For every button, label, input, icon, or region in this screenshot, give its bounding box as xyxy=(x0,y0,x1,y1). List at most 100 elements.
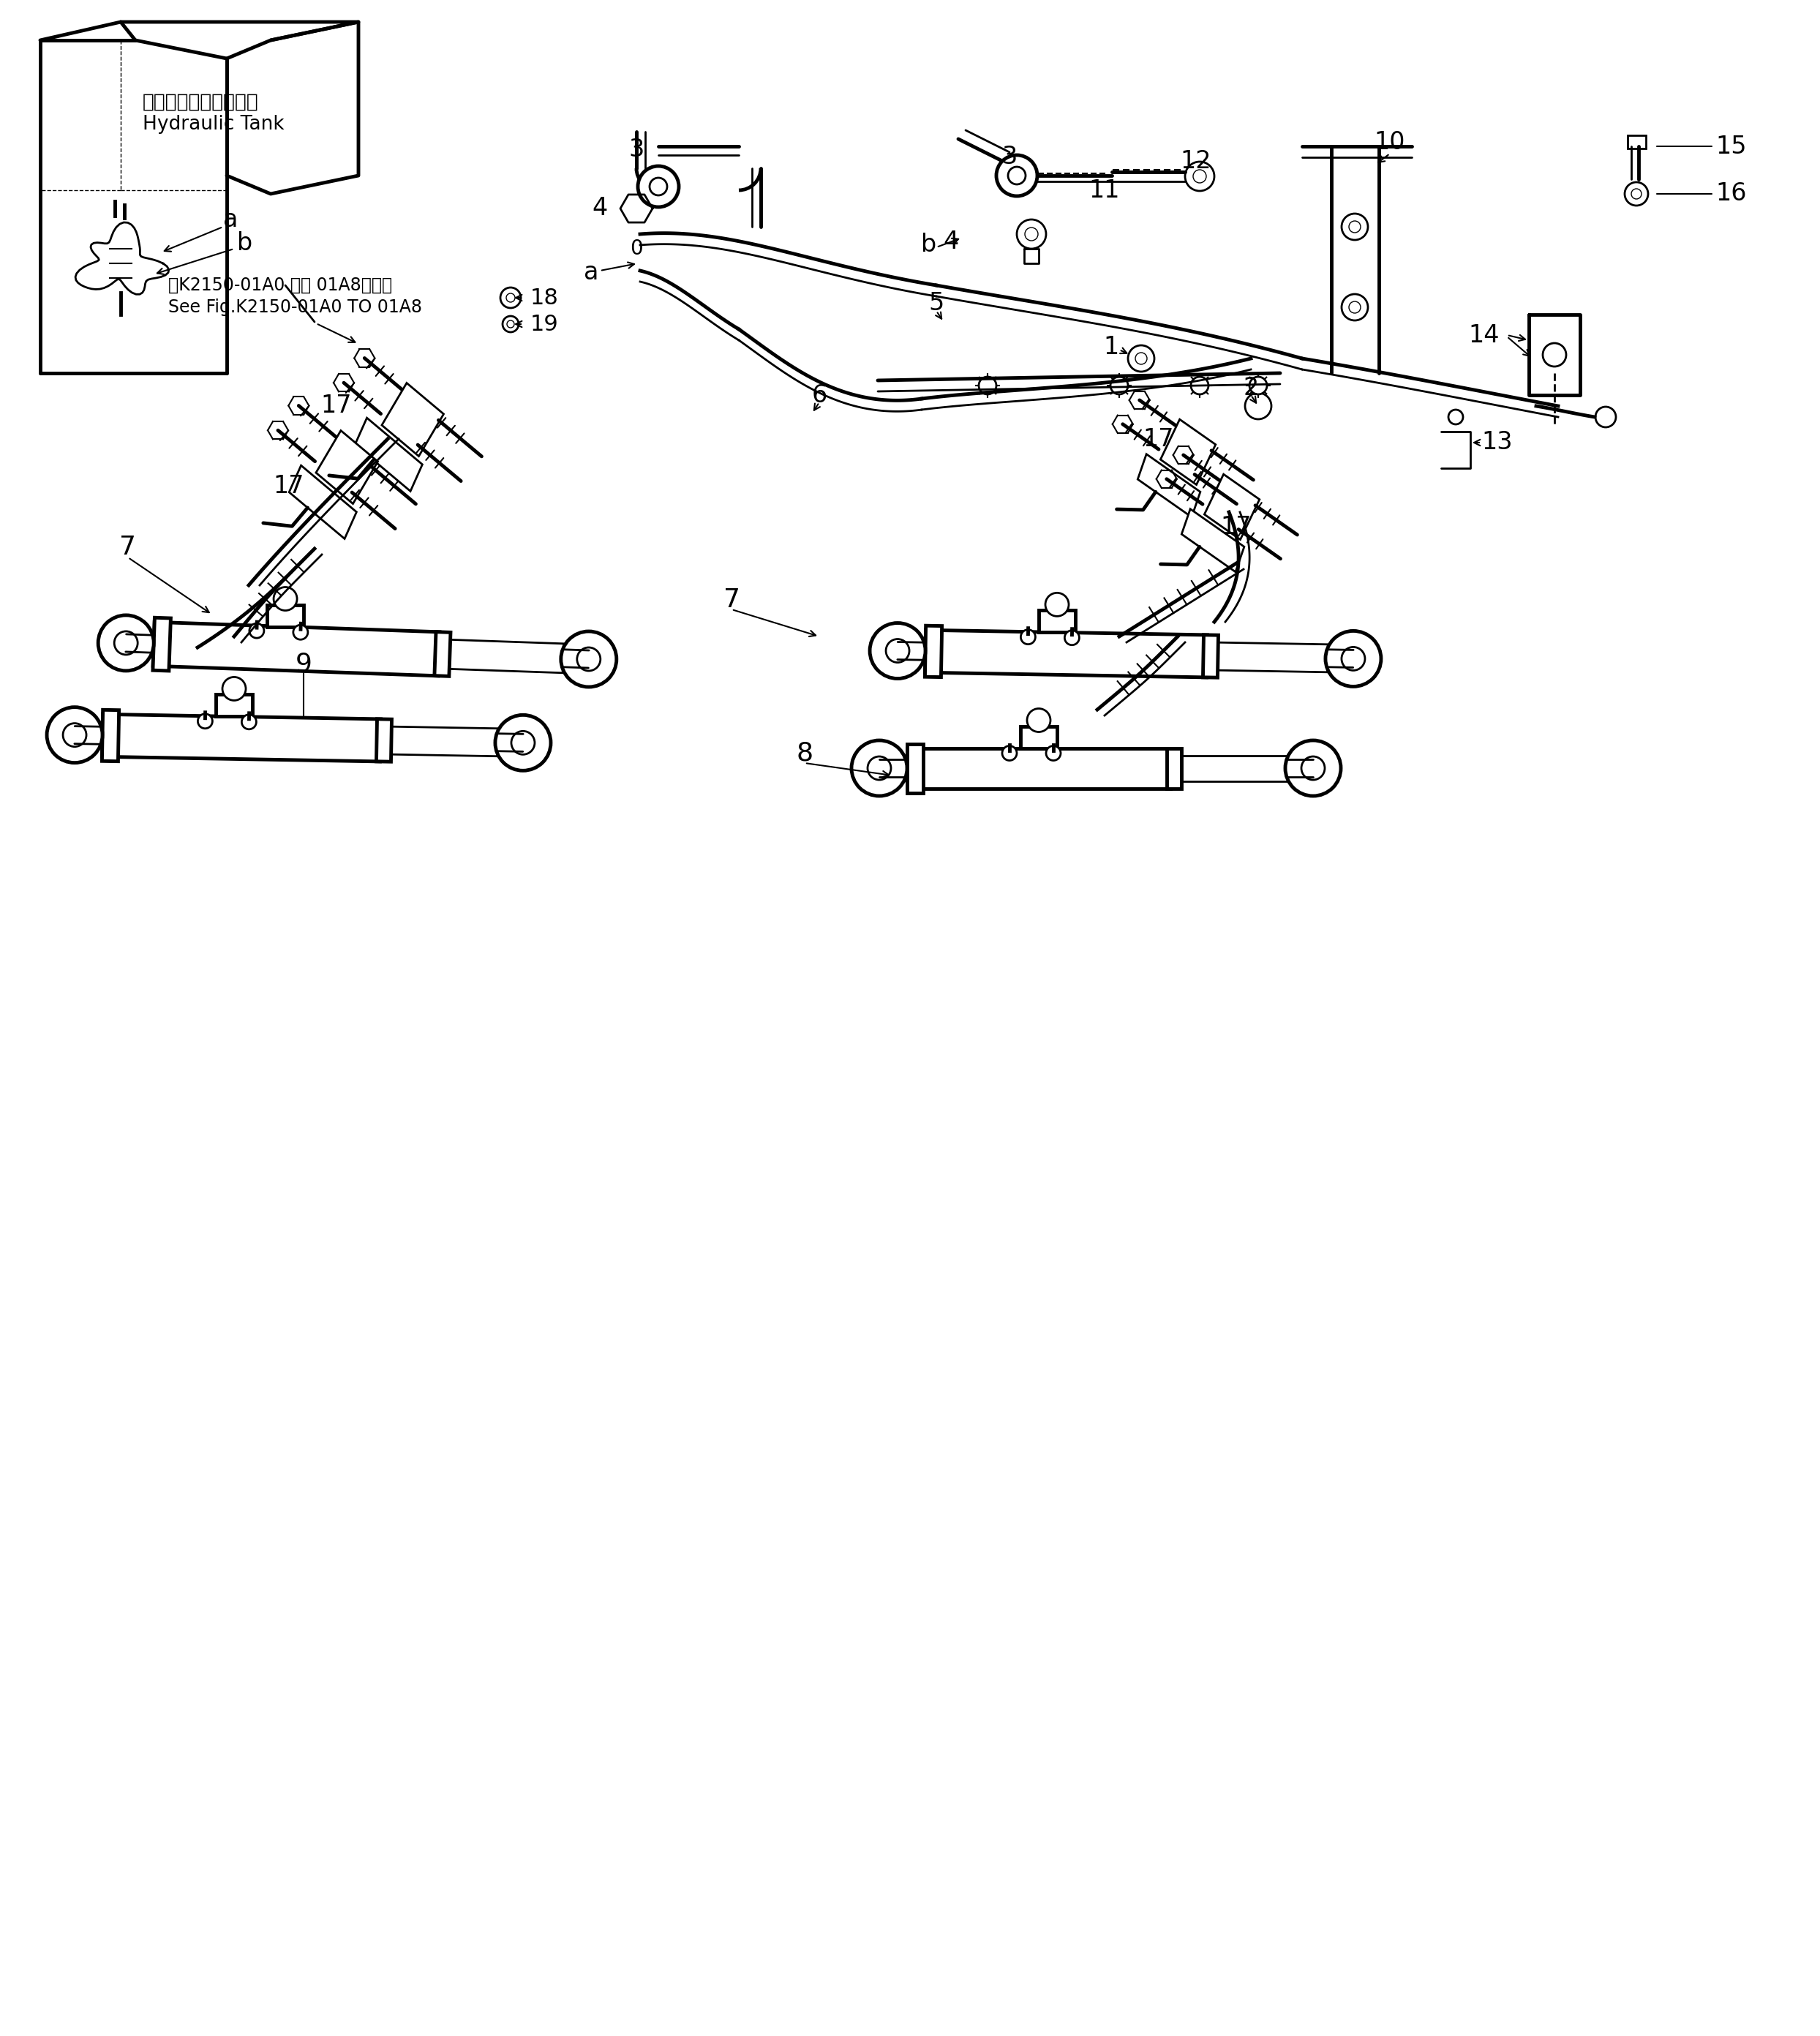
Polygon shape xyxy=(1205,474,1259,540)
Circle shape xyxy=(1017,220,1046,248)
Circle shape xyxy=(1341,214,1369,240)
Circle shape xyxy=(502,316,519,332)
Polygon shape xyxy=(1170,755,1287,782)
Circle shape xyxy=(1136,352,1147,364)
Circle shape xyxy=(1349,301,1361,314)
Polygon shape xyxy=(153,623,440,676)
Bar xyxy=(268,605,304,627)
Text: 3: 3 xyxy=(628,138,644,163)
Circle shape xyxy=(273,586,297,611)
Text: 16: 16 xyxy=(1716,181,1747,206)
Text: 17: 17 xyxy=(1221,515,1252,540)
Circle shape xyxy=(650,177,668,195)
Circle shape xyxy=(249,623,264,637)
Text: Hydraulic Tank: Hydraulic Tank xyxy=(142,114,284,134)
Text: 第K2150-01A0 から 01A8図参照: 第K2150-01A0 から 01A8図参照 xyxy=(167,277,391,293)
Circle shape xyxy=(886,639,910,662)
Circle shape xyxy=(637,167,679,208)
Bar xyxy=(1039,611,1076,633)
Circle shape xyxy=(1185,161,1214,191)
Text: 18: 18 xyxy=(530,287,559,307)
Circle shape xyxy=(47,706,102,764)
Text: 17: 17 xyxy=(1143,428,1174,452)
Circle shape xyxy=(1008,167,1026,185)
Polygon shape xyxy=(435,631,451,676)
Circle shape xyxy=(508,320,515,328)
Text: 13: 13 xyxy=(1481,430,1512,454)
Text: 8: 8 xyxy=(795,741,814,766)
Text: 5: 5 xyxy=(928,291,945,316)
Circle shape xyxy=(506,293,515,301)
Circle shape xyxy=(1045,592,1068,617)
Text: a: a xyxy=(584,261,599,285)
Circle shape xyxy=(1285,741,1341,796)
Text: b: b xyxy=(921,232,937,257)
Polygon shape xyxy=(380,727,497,755)
Text: 14: 14 xyxy=(1469,324,1500,346)
Circle shape xyxy=(115,631,138,656)
Circle shape xyxy=(1065,631,1079,645)
Circle shape xyxy=(1128,346,1154,373)
Text: b: b xyxy=(237,232,253,257)
Circle shape xyxy=(852,741,906,796)
Polygon shape xyxy=(1203,635,1218,678)
Polygon shape xyxy=(1161,419,1216,485)
Circle shape xyxy=(198,715,213,729)
Polygon shape xyxy=(1138,454,1201,517)
Text: 1: 1 xyxy=(1103,336,1119,360)
Circle shape xyxy=(870,623,925,678)
Text: 7: 7 xyxy=(120,535,136,560)
Text: See Fig.K2150-01A0 TO 01A8: See Fig.K2150-01A0 TO 01A8 xyxy=(167,299,422,316)
Circle shape xyxy=(979,377,996,395)
Polygon shape xyxy=(153,617,171,670)
Circle shape xyxy=(1249,377,1267,395)
Circle shape xyxy=(495,715,551,770)
Bar xyxy=(217,694,253,717)
Circle shape xyxy=(1026,709,1050,733)
Circle shape xyxy=(1003,745,1017,761)
Circle shape xyxy=(501,287,521,307)
Text: ハイドロリックタンク: ハイドロリックタンク xyxy=(142,94,258,112)
Circle shape xyxy=(1245,393,1272,419)
Circle shape xyxy=(1449,409,1463,423)
Bar xyxy=(1627,134,1645,149)
Circle shape xyxy=(868,757,892,780)
Circle shape xyxy=(1190,377,1208,395)
Circle shape xyxy=(996,155,1037,195)
Circle shape xyxy=(1625,181,1649,206)
Text: 12: 12 xyxy=(1181,149,1212,173)
Circle shape xyxy=(1046,745,1061,761)
Polygon shape xyxy=(925,625,943,678)
Circle shape xyxy=(1543,344,1567,366)
Circle shape xyxy=(98,615,153,670)
Polygon shape xyxy=(102,711,118,761)
Polygon shape xyxy=(355,417,422,491)
Circle shape xyxy=(577,647,601,670)
Bar xyxy=(1021,727,1057,747)
Circle shape xyxy=(1021,629,1036,643)
Polygon shape xyxy=(289,466,357,540)
Circle shape xyxy=(1301,757,1325,780)
Circle shape xyxy=(561,631,617,686)
Polygon shape xyxy=(906,743,923,792)
Polygon shape xyxy=(1207,641,1329,672)
Text: 10: 10 xyxy=(1374,130,1405,155)
Text: a: a xyxy=(224,208,238,232)
Circle shape xyxy=(1349,222,1361,232)
Circle shape xyxy=(1341,647,1365,670)
Polygon shape xyxy=(102,715,380,761)
Polygon shape xyxy=(906,747,1170,788)
Polygon shape xyxy=(1181,509,1245,572)
Circle shape xyxy=(1110,377,1128,395)
Text: 17: 17 xyxy=(320,393,351,417)
Text: 4: 4 xyxy=(592,195,608,220)
Text: 7: 7 xyxy=(723,588,741,613)
Polygon shape xyxy=(317,430,379,503)
Polygon shape xyxy=(439,639,564,672)
Text: 3: 3 xyxy=(1001,145,1017,169)
Circle shape xyxy=(1325,631,1381,686)
Polygon shape xyxy=(925,629,1207,678)
Polygon shape xyxy=(1167,747,1181,788)
Circle shape xyxy=(1631,189,1642,200)
Text: 6: 6 xyxy=(812,383,826,407)
